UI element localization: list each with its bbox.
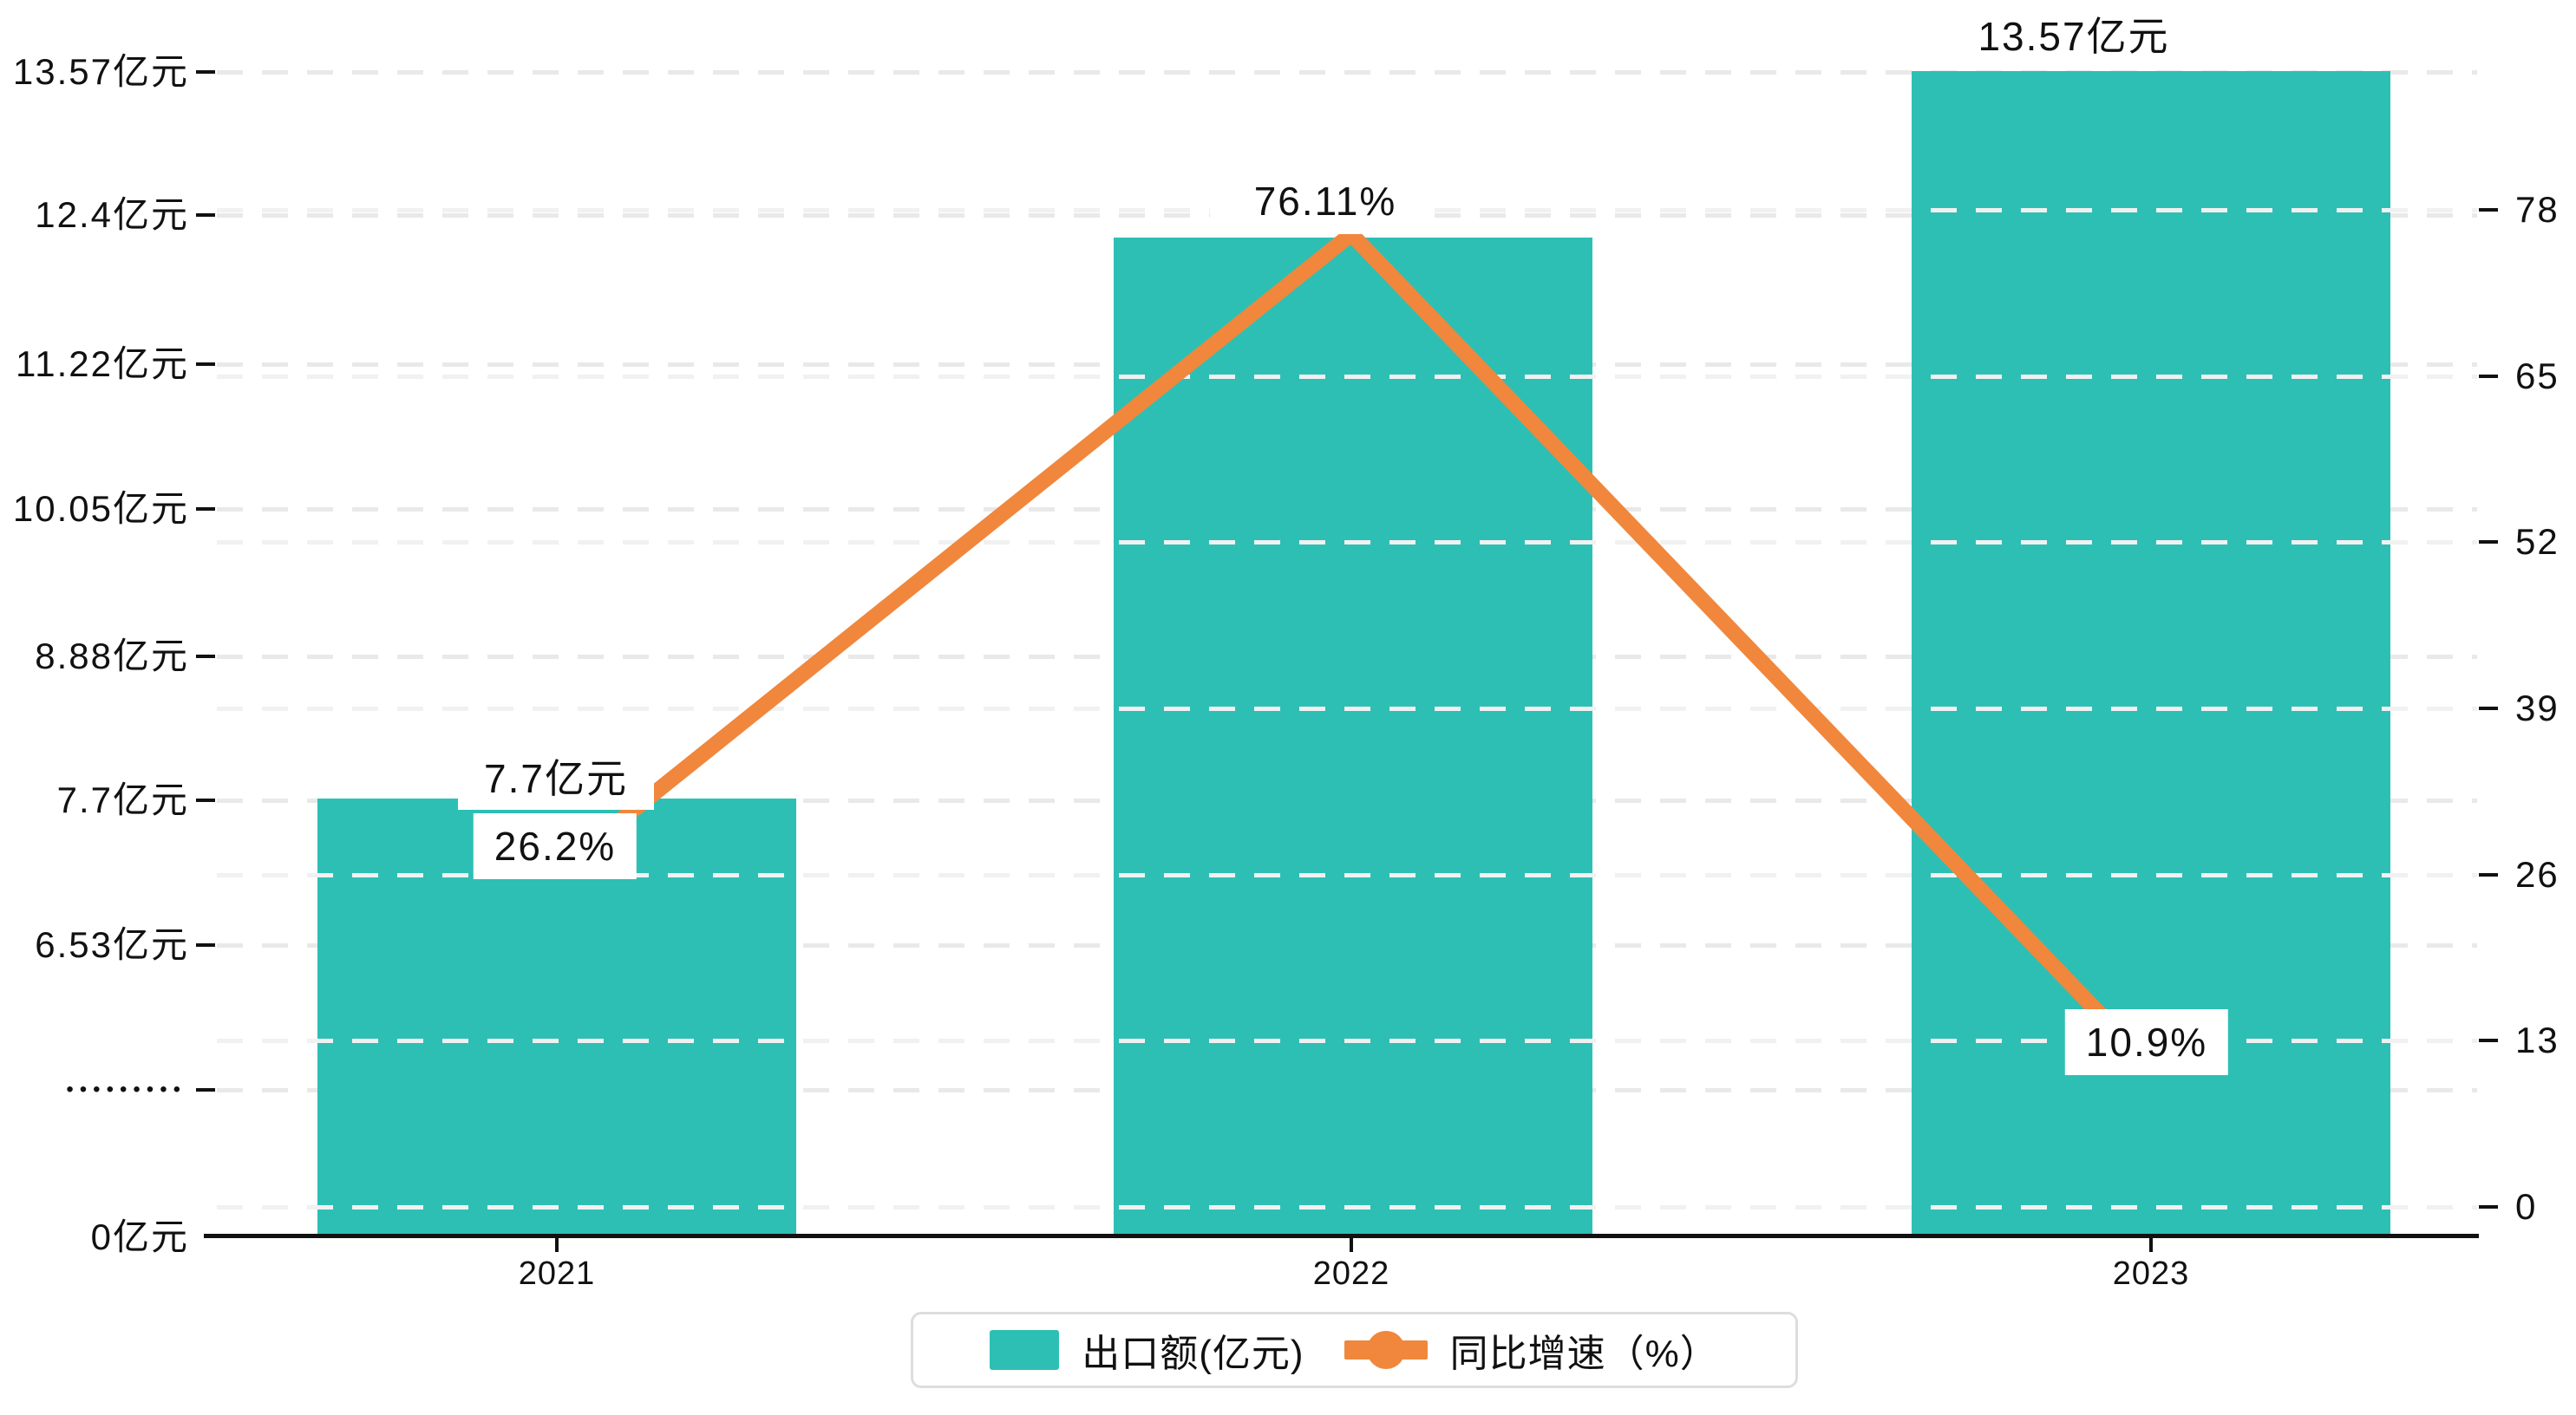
growth-label-2022: 76.11% <box>1232 168 1418 234</box>
axis-tick-label: 13.57亿元 <box>12 51 189 92</box>
axis-tick-label: 52 <box>2515 521 2560 562</box>
axis-tick-mark <box>2479 375 2498 378</box>
gridline <box>217 375 2477 379</box>
axis-tick-label: 65 <box>2515 355 2560 396</box>
gridline <box>217 707 2477 711</box>
bar-value-label-2021: 7.7亿元 <box>458 747 654 810</box>
axis-tick-mark <box>196 943 215 947</box>
axis-tick-label: 6.53亿元 <box>35 924 189 965</box>
axis-tick-mark <box>2479 707 2498 710</box>
axis-tick-label: 8.88亿元 <box>35 636 189 676</box>
axis-tick-mark <box>2479 1205 2498 1209</box>
legend-item-growth[interactable]: 同比增速（%） <box>1344 1322 1719 1378</box>
axis-tick-label: 78 <box>2515 189 2560 230</box>
axis-tick-mark <box>196 507 215 511</box>
bar-legend-swatch-icon <box>990 1330 1060 1370</box>
line-legend-marker-icon <box>1344 1331 1428 1369</box>
axis-tick-label: 7.7亿元 <box>56 779 189 820</box>
axis-tick-mark <box>2479 540 2498 544</box>
legend-label-export: 出口额(亿元) <box>1082 1333 1304 1375</box>
axis-tick-mark <box>196 655 215 658</box>
x-axis-label-2023: 2023 <box>2112 1255 2190 1292</box>
bar-value-label-2023: 13.57亿元 <box>1952 5 2196 68</box>
axis-tick-label: 0 <box>2515 1186 2538 1227</box>
x-axis-label-2021: 2021 <box>518 1255 596 1292</box>
growth-label-2023: 10.9% <box>2064 1009 2229 1075</box>
x-axis-tick <box>555 1238 559 1252</box>
axis-tick-mark <box>196 213 215 217</box>
axis-tick-label: 26 <box>2515 854 2560 895</box>
axis-tick-label: 13 <box>2515 1020 2560 1060</box>
axis-tick-label: 11.22亿元 <box>16 343 189 384</box>
legend-item-export[interactable]: 出口额(亿元) <box>990 1322 1304 1378</box>
axis-tick-label-dots: ••••••••• <box>66 1078 186 1101</box>
axis-tick-mark <box>2479 208 2498 212</box>
axis-tick-mark <box>196 362 215 366</box>
growth-label-2021: 26.2% <box>473 813 637 879</box>
axis-tick-mark <box>2479 1039 2498 1042</box>
gridline <box>217 540 2477 544</box>
gridline <box>217 873 2477 877</box>
x-axis-tick <box>1350 1238 1353 1252</box>
gridline <box>217 1205 2477 1210</box>
axis-tick-mark <box>196 70 215 74</box>
legend-label-growth: 同比增速（%） <box>1449 1333 1719 1375</box>
legend: 出口额(亿元) 同比增速（%） <box>911 1312 1798 1388</box>
gridline <box>217 70 2477 75</box>
axis-tick-label: 10.05亿元 <box>12 488 189 529</box>
x-axis-tick <box>2149 1238 2153 1252</box>
x-axis-line <box>204 1234 2479 1238</box>
x-axis-label-2022: 2022 <box>1312 1255 1390 1292</box>
axis-tick-mark <box>2479 873 2498 877</box>
axis-tick-label: 12.4亿元 <box>35 194 189 235</box>
axis-tick-mark <box>196 1088 215 1092</box>
axis-tick-mark <box>196 799 215 802</box>
axis-tick-label: 39 <box>2515 688 2560 728</box>
axis-tick-label: 0亿元 <box>90 1216 189 1257</box>
gridline <box>217 1039 2477 1043</box>
